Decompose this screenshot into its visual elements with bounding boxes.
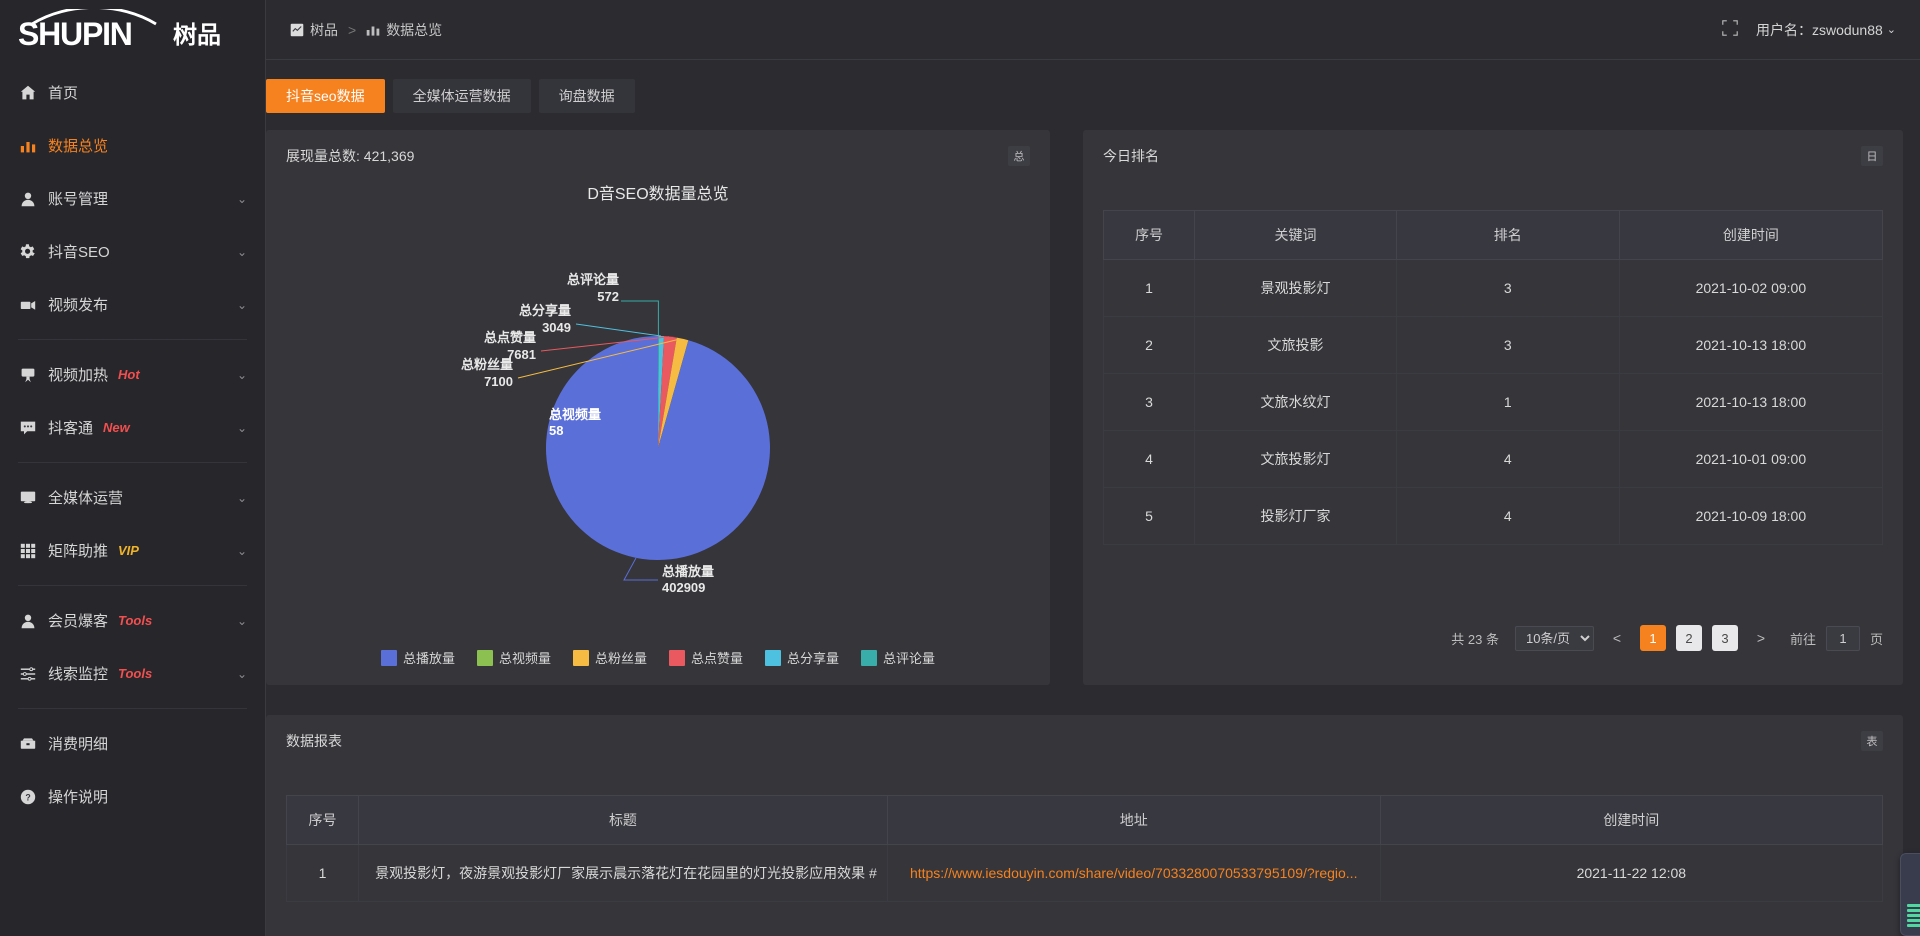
svg-text:SHUPIN: SHUPIN [18,16,132,51]
svg-text:?: ? [25,792,30,802]
svg-text:总粉丝量: 总粉丝量 [461,357,513,372]
svg-text:总视频量: 总视频量 [549,407,601,422]
svg-text:572: 572 [597,289,619,304]
svg-text:58: 58 [549,423,563,438]
svg-text:总分享量: 总分享量 [519,303,571,318]
svg-text:7100: 7100 [484,374,513,389]
svg-text:总点赞量: 总点赞量 [484,330,536,345]
svg-text:总播放量: 总播放量 [662,564,714,579]
svg-text:树品: 树品 [173,22,221,49]
svg-text:总评论量: 总评论量 [567,272,619,287]
svg-text:402909: 402909 [662,580,705,595]
svg-text:3049: 3049 [542,320,571,335]
